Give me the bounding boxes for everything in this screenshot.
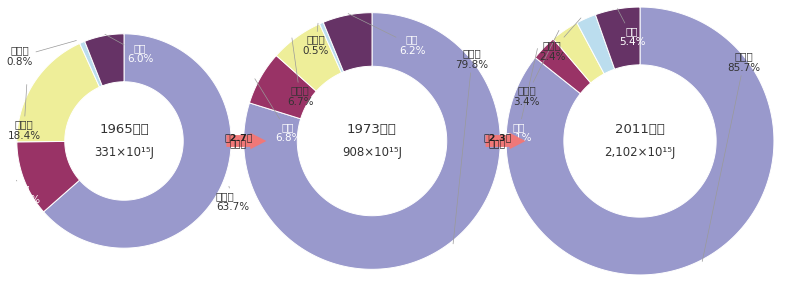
Text: 航空
6.0%: 航空 6.0% <box>105 34 153 64</box>
Text: 鉄　道
18.4%: 鉄 道 18.4% <box>7 85 41 140</box>
Text: 航空
6.2%: 航空 6.2% <box>348 14 426 56</box>
Text: 鉄　道
3.4%: 鉄 道 3.4% <box>513 30 559 107</box>
Polygon shape <box>577 15 614 74</box>
Polygon shape <box>506 7 774 275</box>
Text: 鉄　道
6.7%: 鉄 道 6.7% <box>286 38 314 107</box>
Text: に増加: に増加 <box>230 141 247 150</box>
Text: 1965年度: 1965年度 <box>99 123 149 136</box>
Text: 乗用車
85.7%: 乗用車 85.7% <box>702 51 761 261</box>
Polygon shape <box>323 13 372 72</box>
Text: バス
11.4%: バス 11.4% <box>7 180 41 205</box>
Polygon shape <box>85 34 124 86</box>
Polygon shape <box>276 24 342 91</box>
Text: 約2.3倍: 約2.3倍 <box>483 133 512 142</box>
Polygon shape <box>554 23 604 83</box>
Text: 2011年度: 2011年度 <box>615 123 665 136</box>
Text: 2,102×10¹⁵J: 2,102×10¹⁵J <box>604 146 676 159</box>
FancyArrow shape <box>226 133 266 149</box>
Polygon shape <box>319 22 344 73</box>
Text: 約2.7倍: 約2.7倍 <box>224 133 253 142</box>
Text: 乗用車
63.7%: 乗用車 63.7% <box>216 186 249 212</box>
Polygon shape <box>17 43 99 142</box>
Text: 331×10¹⁵J: 331×10¹⁵J <box>94 146 154 159</box>
Text: バス
6.8%: バス 6.8% <box>255 79 302 143</box>
Polygon shape <box>17 142 79 212</box>
Text: 乗用車
79.8%: 乗用車 79.8% <box>453 49 489 244</box>
Text: に増加: に増加 <box>489 141 506 150</box>
Polygon shape <box>244 13 500 269</box>
Text: 航空
5.4%: 航空 5.4% <box>618 9 646 47</box>
FancyArrow shape <box>486 133 526 149</box>
Text: 1973年度: 1973年度 <box>347 123 397 136</box>
Polygon shape <box>43 34 231 248</box>
Polygon shape <box>595 7 640 69</box>
Text: 海　運
0.5%: 海 運 0.5% <box>303 23 329 56</box>
Polygon shape <box>535 39 590 94</box>
Text: バス
3.1%: バス 3.1% <box>505 49 538 143</box>
Text: 908×10¹⁵J: 908×10¹⁵J <box>342 146 402 159</box>
Text: 海　運
0.8%: 海 運 0.8% <box>7 41 76 67</box>
Polygon shape <box>80 41 102 87</box>
Text: 海　運
2.4%: 海 運 2.4% <box>538 18 581 61</box>
Polygon shape <box>250 56 316 119</box>
